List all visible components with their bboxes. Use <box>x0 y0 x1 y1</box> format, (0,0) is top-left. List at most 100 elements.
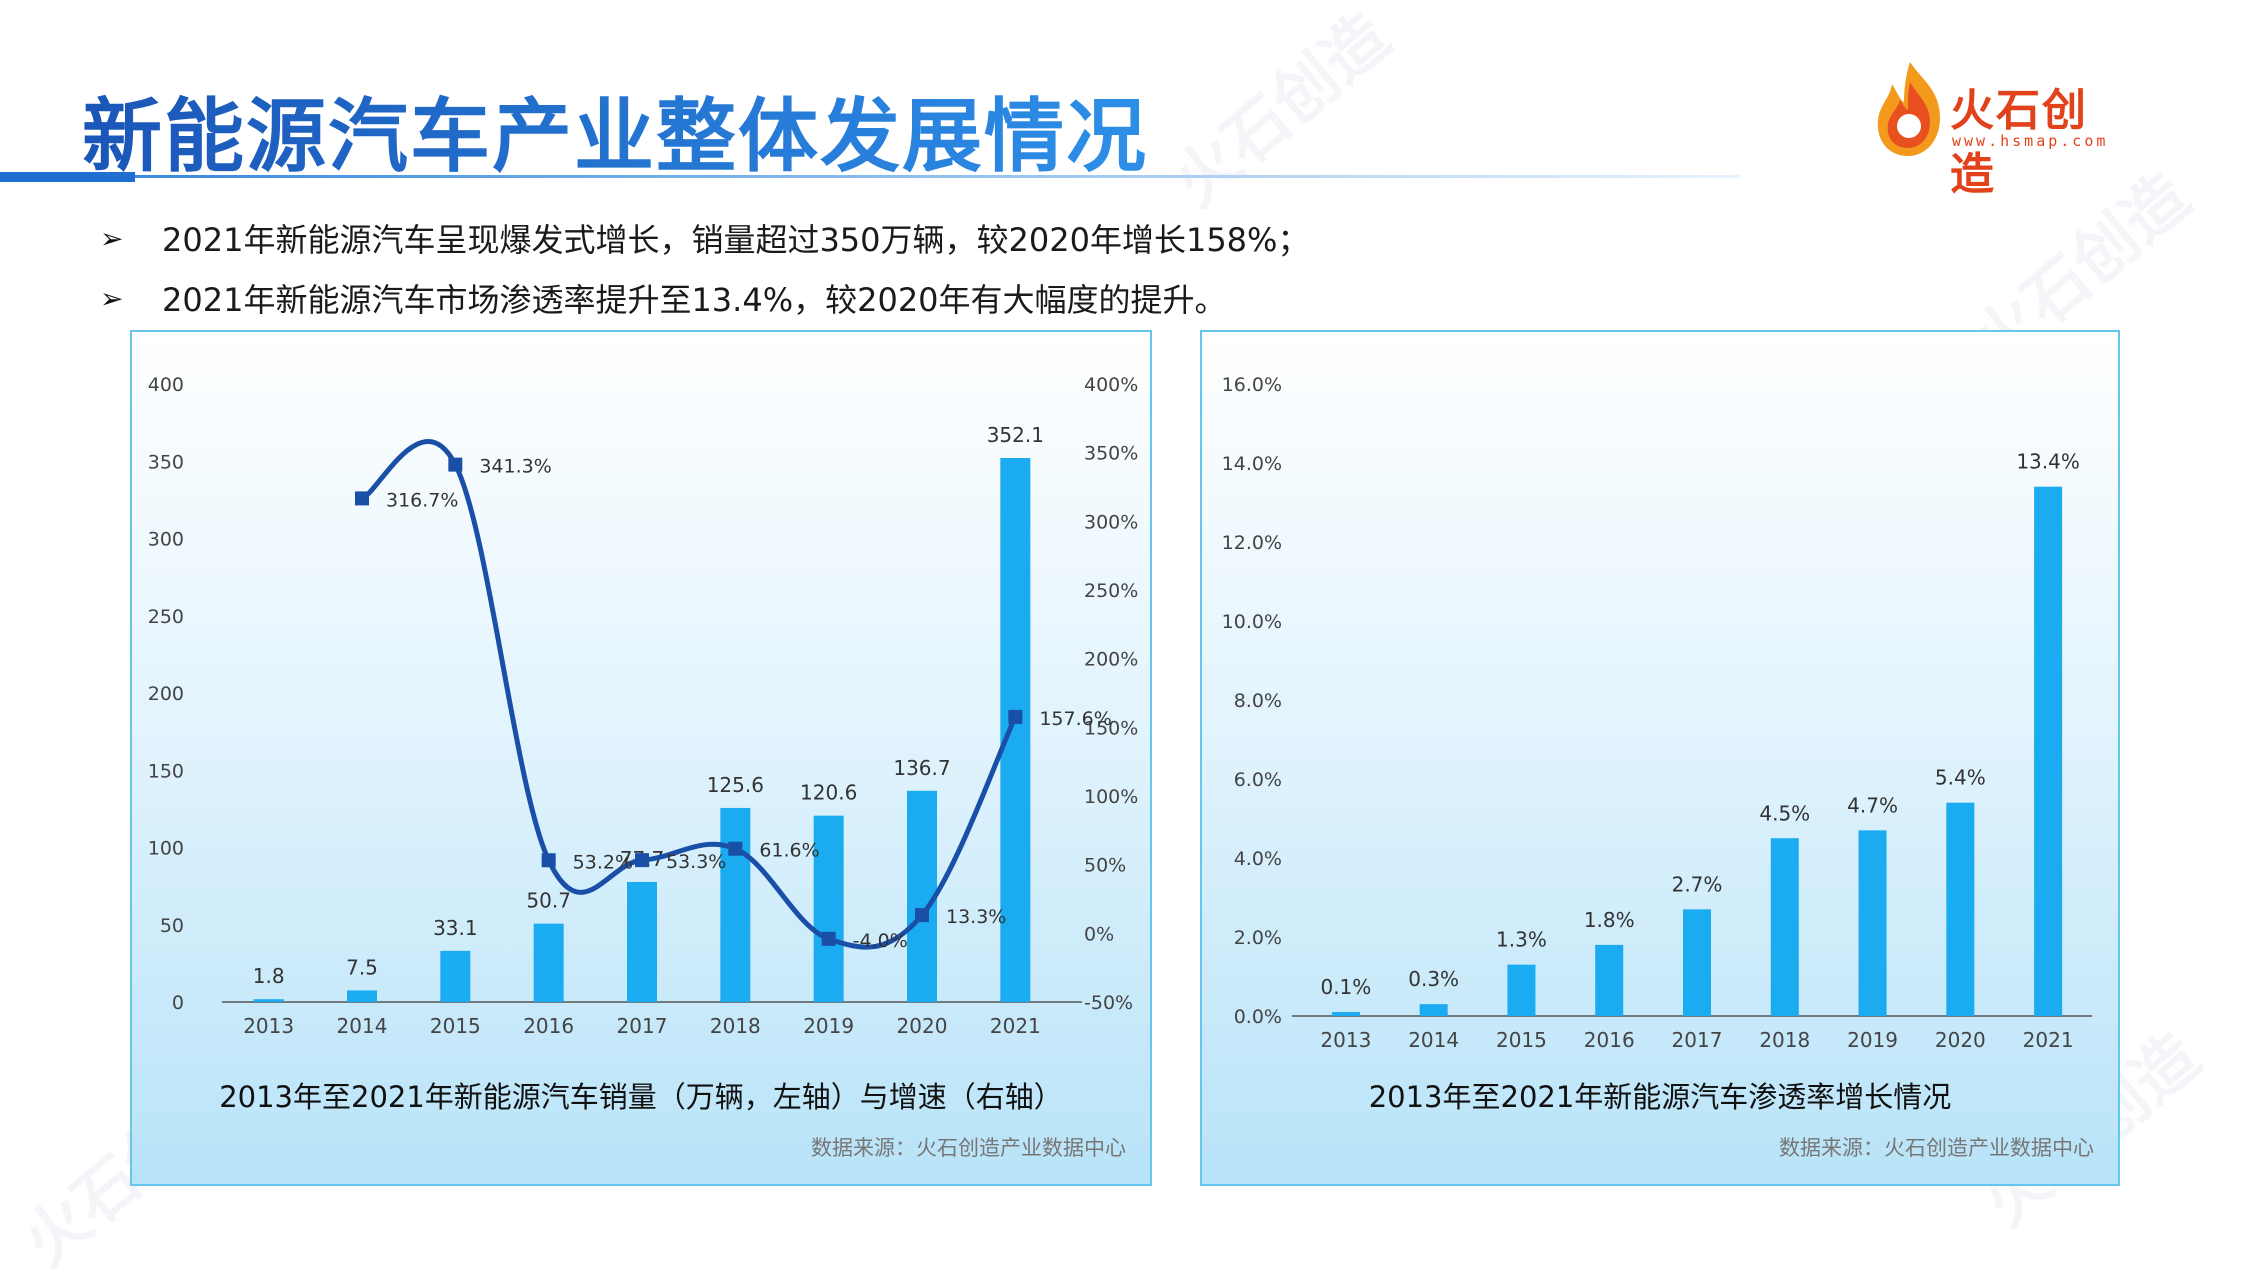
y2-tick-label: -50% <box>1084 992 1133 1014</box>
bar <box>253 999 284 1002</box>
bullet-text: 2021年新能源汽车呈现爆发式增长，销量超过350万辆，较2020年增长158%… <box>162 221 1310 259</box>
x-tick-label: 2014 <box>337 1014 388 1038</box>
bullet-list: ➢ 2021年新能源汽车呈现爆发式增长，销量超过350万辆，较2020年增长15… <box>100 208 1309 328</box>
bar-value-label: 7.5 <box>346 955 378 979</box>
page-title: 新能源汽车产业整体发展情况 <box>82 72 1148 188</box>
y2-tick-label: 100% <box>1084 786 1138 808</box>
bar <box>813 815 844 1002</box>
bar-value-label: 0.1% <box>1320 975 1371 999</box>
growth-label: -4.0% <box>853 930 908 952</box>
penetration-rate-chart: 0.0% 2.0% 4.0% 6.0% 8.0% 10.0% 12.0% 14.0% 16.0%… <box>1222 374 2092 1052</box>
arrow-bullet-icon: ➢ <box>100 281 124 315</box>
x-tick-label: 2017 <box>617 1014 668 1038</box>
bar-value-label: 1.8 <box>253 964 285 988</box>
x-tick-label: 2015 <box>430 1014 481 1038</box>
y-tick-label: 350 <box>148 451 184 473</box>
bar-value-label: 13.4% <box>2016 450 2080 474</box>
y2-tick-label: 50% <box>1084 855 1126 877</box>
x-tick-label: 2021 <box>990 1014 1041 1038</box>
bar <box>1946 802 1975 1016</box>
y-tick-label: 12.0% <box>1222 532 1282 554</box>
bar <box>1507 964 1536 1016</box>
x-tick-label: 2018 <box>1759 1028 1810 1052</box>
y2-tick-label: 400% <box>1084 374 1138 396</box>
y-tick-label: 6.0% <box>1234 769 1282 791</box>
growth-label: 61.6% <box>759 840 819 862</box>
bar <box>1000 458 1031 1002</box>
y-tick-label: 50 <box>160 915 184 937</box>
brand-logo: 火石创造 www.hsmap.com <box>1870 60 2130 200</box>
y-tick-label: 300 <box>148 529 184 551</box>
bar-value-label: 352.1 <box>987 423 1044 447</box>
bar <box>1595 944 1624 1016</box>
bar-value-label: 33.1 <box>433 916 478 940</box>
x-tick-label: 2013 <box>243 1014 294 1038</box>
y-tick-label: 200 <box>148 683 184 705</box>
y2-tick-label: 200% <box>1084 649 1138 671</box>
watermark: 火石创造 <box>1160 0 1404 222</box>
bar <box>1683 909 1711 1016</box>
bar <box>347 990 377 1002</box>
bar <box>1858 830 1887 1016</box>
growth-point <box>1008 709 1023 724</box>
growth-point <box>448 457 463 472</box>
growth-label: 53.2% <box>573 851 633 873</box>
bar <box>440 950 471 1002</box>
chart-caption: 2013年至2021年新能源汽车渗透率增长情况 <box>1368 1080 1952 1114</box>
growth-point <box>728 841 743 856</box>
logo-url: www.hsmap.com <box>1952 132 2109 150</box>
bar-value-label: 4.7% <box>1847 793 1898 817</box>
title-divider <box>0 175 1740 178</box>
flame-icon <box>1877 62 1940 156</box>
x-tick-label: 2018 <box>710 1014 761 1038</box>
growth-point <box>915 908 929 923</box>
y2-tick-label: 300% <box>1084 511 1138 533</box>
penetration-chart-panel: 0.0% 2.0% 4.0% 6.0% 8.0% 10.0% 12.0% 14.0% 16.0%… <box>1200 330 2120 1186</box>
bar-value-label: 50.7 <box>526 889 571 913</box>
x-tick-label: 2021 <box>2023 1028 2074 1052</box>
bar <box>627 881 657 1002</box>
bar <box>2034 486 2063 1016</box>
y-tick-label: 400 <box>148 374 184 396</box>
bullet-item: ➢ 2021年新能源汽车市场渗透率提升至13.4%，较2020年有大幅度的提升。 <box>100 268 1309 328</box>
bar-value-label: 1.3% <box>1496 928 1547 952</box>
y2-tick-label: 150% <box>1084 717 1138 739</box>
bar-value-label: 125.6 <box>707 773 764 797</box>
bar-value-label: 120.6 <box>800 781 857 805</box>
growth-point <box>541 853 556 868</box>
bar <box>1419 1004 1448 1016</box>
growth-label: 13.3% <box>946 906 1006 928</box>
y-tick-label: 100 <box>148 838 184 860</box>
logo-name: 火石创造 <box>1950 85 2088 200</box>
x-tick-label: 2020 <box>897 1014 948 1038</box>
bar-value-label: 1.8% <box>1584 908 1635 932</box>
y-tick-label: 16.0% <box>1222 374 1282 396</box>
growth-label: 316.7% <box>386 489 458 511</box>
bar <box>720 807 751 1002</box>
x-tick-label: 2019 <box>1847 1028 1898 1052</box>
y-tick-label: 4.0% <box>1234 848 1282 870</box>
growth-label: 53.3% <box>666 851 726 873</box>
arrow-bullet-icon: ➢ <box>100 221 124 255</box>
y-tick-label: 0.0% <box>1234 1006 1282 1028</box>
sales-growth-chart: 0 50 100 150 200 250 300 350 400 -50% 0% 50% 100% 150… <box>148 374 1139 1038</box>
y-tick-label: 250 <box>148 606 184 628</box>
growth-label: 341.3% <box>479 456 551 478</box>
title-divider-accent <box>0 172 135 182</box>
chart-source: 数据来源：火石创造产业数据中心 <box>1779 1136 2094 1160</box>
x-tick-label: 2016 <box>523 1014 574 1038</box>
sales-chart-panel: 0 50 100 150 200 250 300 350 400 -50% 0% 50% 100% 150… <box>130 330 1152 1186</box>
growth-point <box>821 931 836 946</box>
bar-value-label: 2.7% <box>1672 872 1723 896</box>
bullet-text: 2021年新能源汽车市场渗透率提升至13.4%，较2020年有大幅度的提升。 <box>162 281 1227 319</box>
y-tick-label: 0 <box>172 992 184 1014</box>
y2-tick-label: 250% <box>1084 580 1138 602</box>
bar-value-label: 4.5% <box>1759 801 1810 825</box>
y-tick-label: 2.0% <box>1234 927 1282 949</box>
bar-value-label: 5.4% <box>1935 766 1986 790</box>
bar <box>1331 1012 1360 1016</box>
chart-caption: 2013年至2021年新能源汽车销量（万辆，左轴）与增速（右轴） <box>219 1080 1063 1114</box>
x-tick-label: 2015 <box>1496 1028 1547 1052</box>
y2-tick-label: 350% <box>1084 443 1138 465</box>
growth-point <box>355 491 369 506</box>
